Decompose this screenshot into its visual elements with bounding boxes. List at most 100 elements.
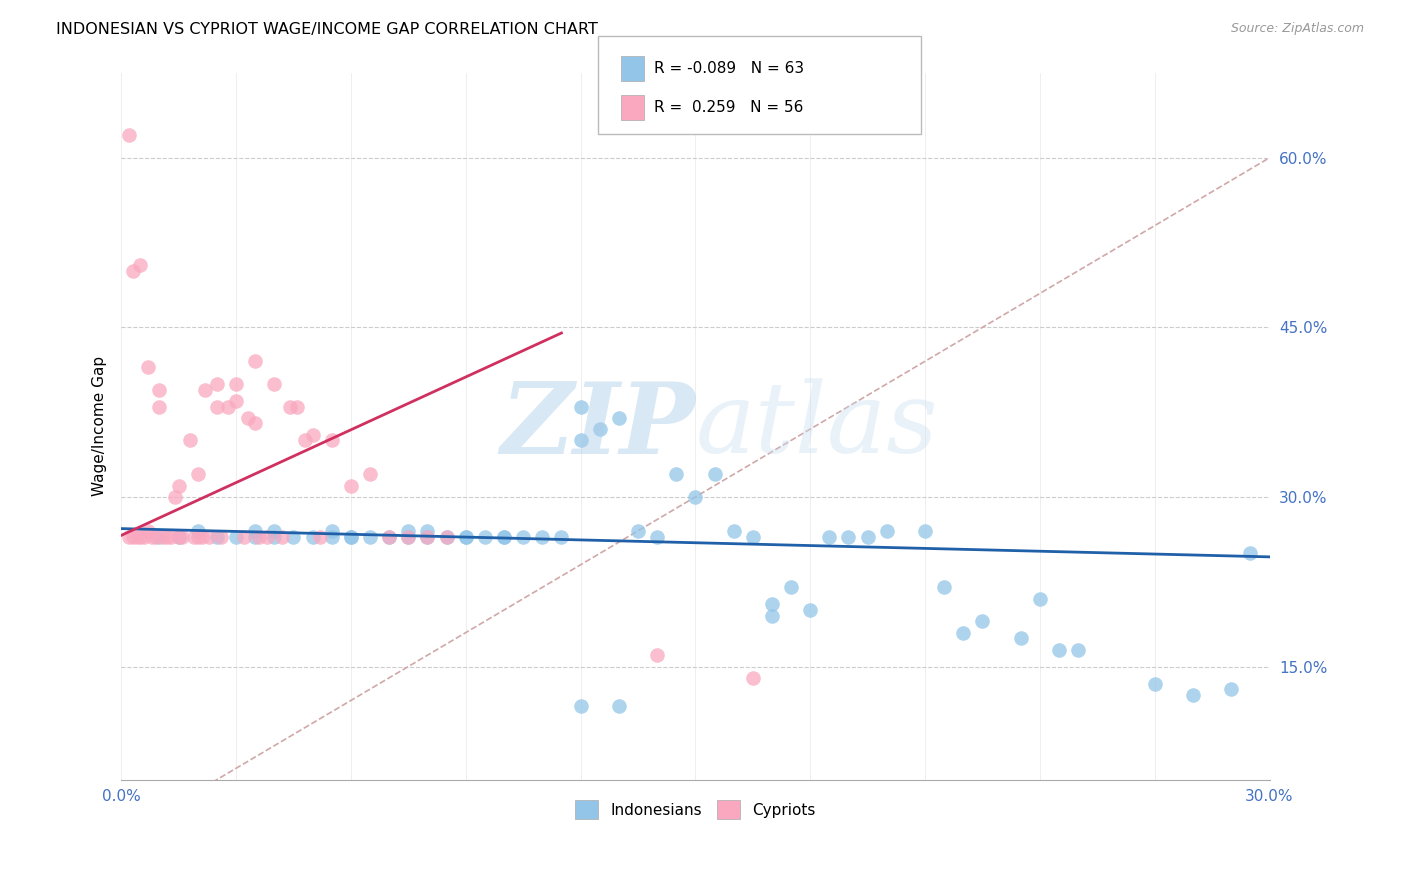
Point [129, 258, 152, 272]
Point [569, 699, 592, 714]
Point [454, 529, 477, 543]
Point [396, 529, 419, 543]
Point [225, 529, 247, 543]
Point [263, 376, 285, 391]
Point [761, 608, 783, 623]
Text: R = -0.089   N = 63: R = -0.089 N = 63 [654, 62, 804, 76]
Point [607, 699, 630, 714]
Point [285, 400, 308, 414]
Point [236, 410, 259, 425]
Point [225, 393, 247, 408]
Point [550, 529, 572, 543]
Point [283, 529, 305, 543]
Point [1029, 591, 1052, 606]
Point [589, 422, 612, 436]
Point [190, 529, 212, 543]
Point [665, 467, 688, 482]
Text: Source: ZipAtlas.com: Source: ZipAtlas.com [1230, 22, 1364, 36]
Point [152, 529, 174, 543]
Point [741, 529, 763, 543]
Point [1239, 546, 1261, 560]
Point [359, 467, 381, 482]
Point [156, 529, 179, 543]
Point [198, 529, 221, 543]
Point [148, 400, 170, 414]
Point [134, 529, 156, 543]
Point [243, 529, 266, 543]
Point [972, 615, 994, 629]
Text: R =  0.259   N = 56: R = 0.259 N = 56 [654, 100, 803, 114]
Point [278, 400, 301, 414]
Point [607, 410, 630, 425]
Point [187, 524, 209, 538]
Point [194, 383, 217, 397]
Point [179, 434, 201, 448]
Point [512, 529, 534, 543]
Point [531, 529, 554, 543]
Point [396, 524, 419, 538]
Point [167, 529, 190, 543]
Point [1181, 688, 1204, 702]
Point [416, 529, 439, 543]
Point [396, 529, 419, 543]
Point [301, 529, 323, 543]
Point [183, 529, 205, 543]
Point [818, 529, 841, 543]
Point [247, 529, 270, 543]
Point [167, 478, 190, 492]
Point [761, 598, 783, 612]
Point [1143, 676, 1166, 690]
Point [294, 434, 316, 448]
Point [163, 490, 186, 504]
Text: atlas: atlas [696, 378, 938, 474]
Point [569, 400, 592, 414]
Point [474, 529, 496, 543]
Point [454, 529, 477, 543]
Point [914, 524, 936, 538]
Point [856, 529, 879, 543]
Legend: Indonesians, Cypriots: Indonesians, Cypriots [569, 794, 821, 825]
Point [685, 490, 707, 504]
Point [645, 529, 668, 543]
Point [148, 383, 170, 397]
Point [136, 524, 159, 538]
Point [1047, 642, 1070, 657]
Point [301, 427, 323, 442]
Point [160, 529, 183, 543]
Point [232, 529, 254, 543]
Text: INDONESIAN VS CYPRIOT WAGE/INCOME GAP CORRELATION CHART: INDONESIAN VS CYPRIOT WAGE/INCOME GAP CO… [56, 22, 598, 37]
Point [1220, 682, 1243, 697]
Point [952, 625, 974, 640]
Point [148, 529, 170, 543]
Point [569, 434, 592, 448]
Point [1010, 632, 1032, 646]
Text: ZIP: ZIP [501, 378, 696, 475]
Point [118, 529, 141, 543]
Point [340, 529, 363, 543]
Point [340, 478, 363, 492]
Point [209, 529, 232, 543]
Point [309, 529, 332, 543]
Point [340, 529, 363, 543]
Point [627, 524, 650, 538]
Point [121, 264, 143, 278]
Point [436, 529, 458, 543]
Point [436, 529, 458, 543]
Point [359, 529, 381, 543]
Point [723, 524, 745, 538]
Point [141, 529, 163, 543]
Point [167, 529, 190, 543]
Point [1067, 642, 1090, 657]
Point [263, 529, 285, 543]
Point [187, 529, 209, 543]
Point [205, 400, 228, 414]
Point [243, 524, 266, 538]
Point [271, 529, 294, 543]
Point [225, 376, 247, 391]
Point [205, 529, 228, 543]
Point [492, 529, 515, 543]
Point [780, 581, 803, 595]
Point [217, 400, 239, 414]
Point [125, 529, 148, 543]
Point [187, 467, 209, 482]
